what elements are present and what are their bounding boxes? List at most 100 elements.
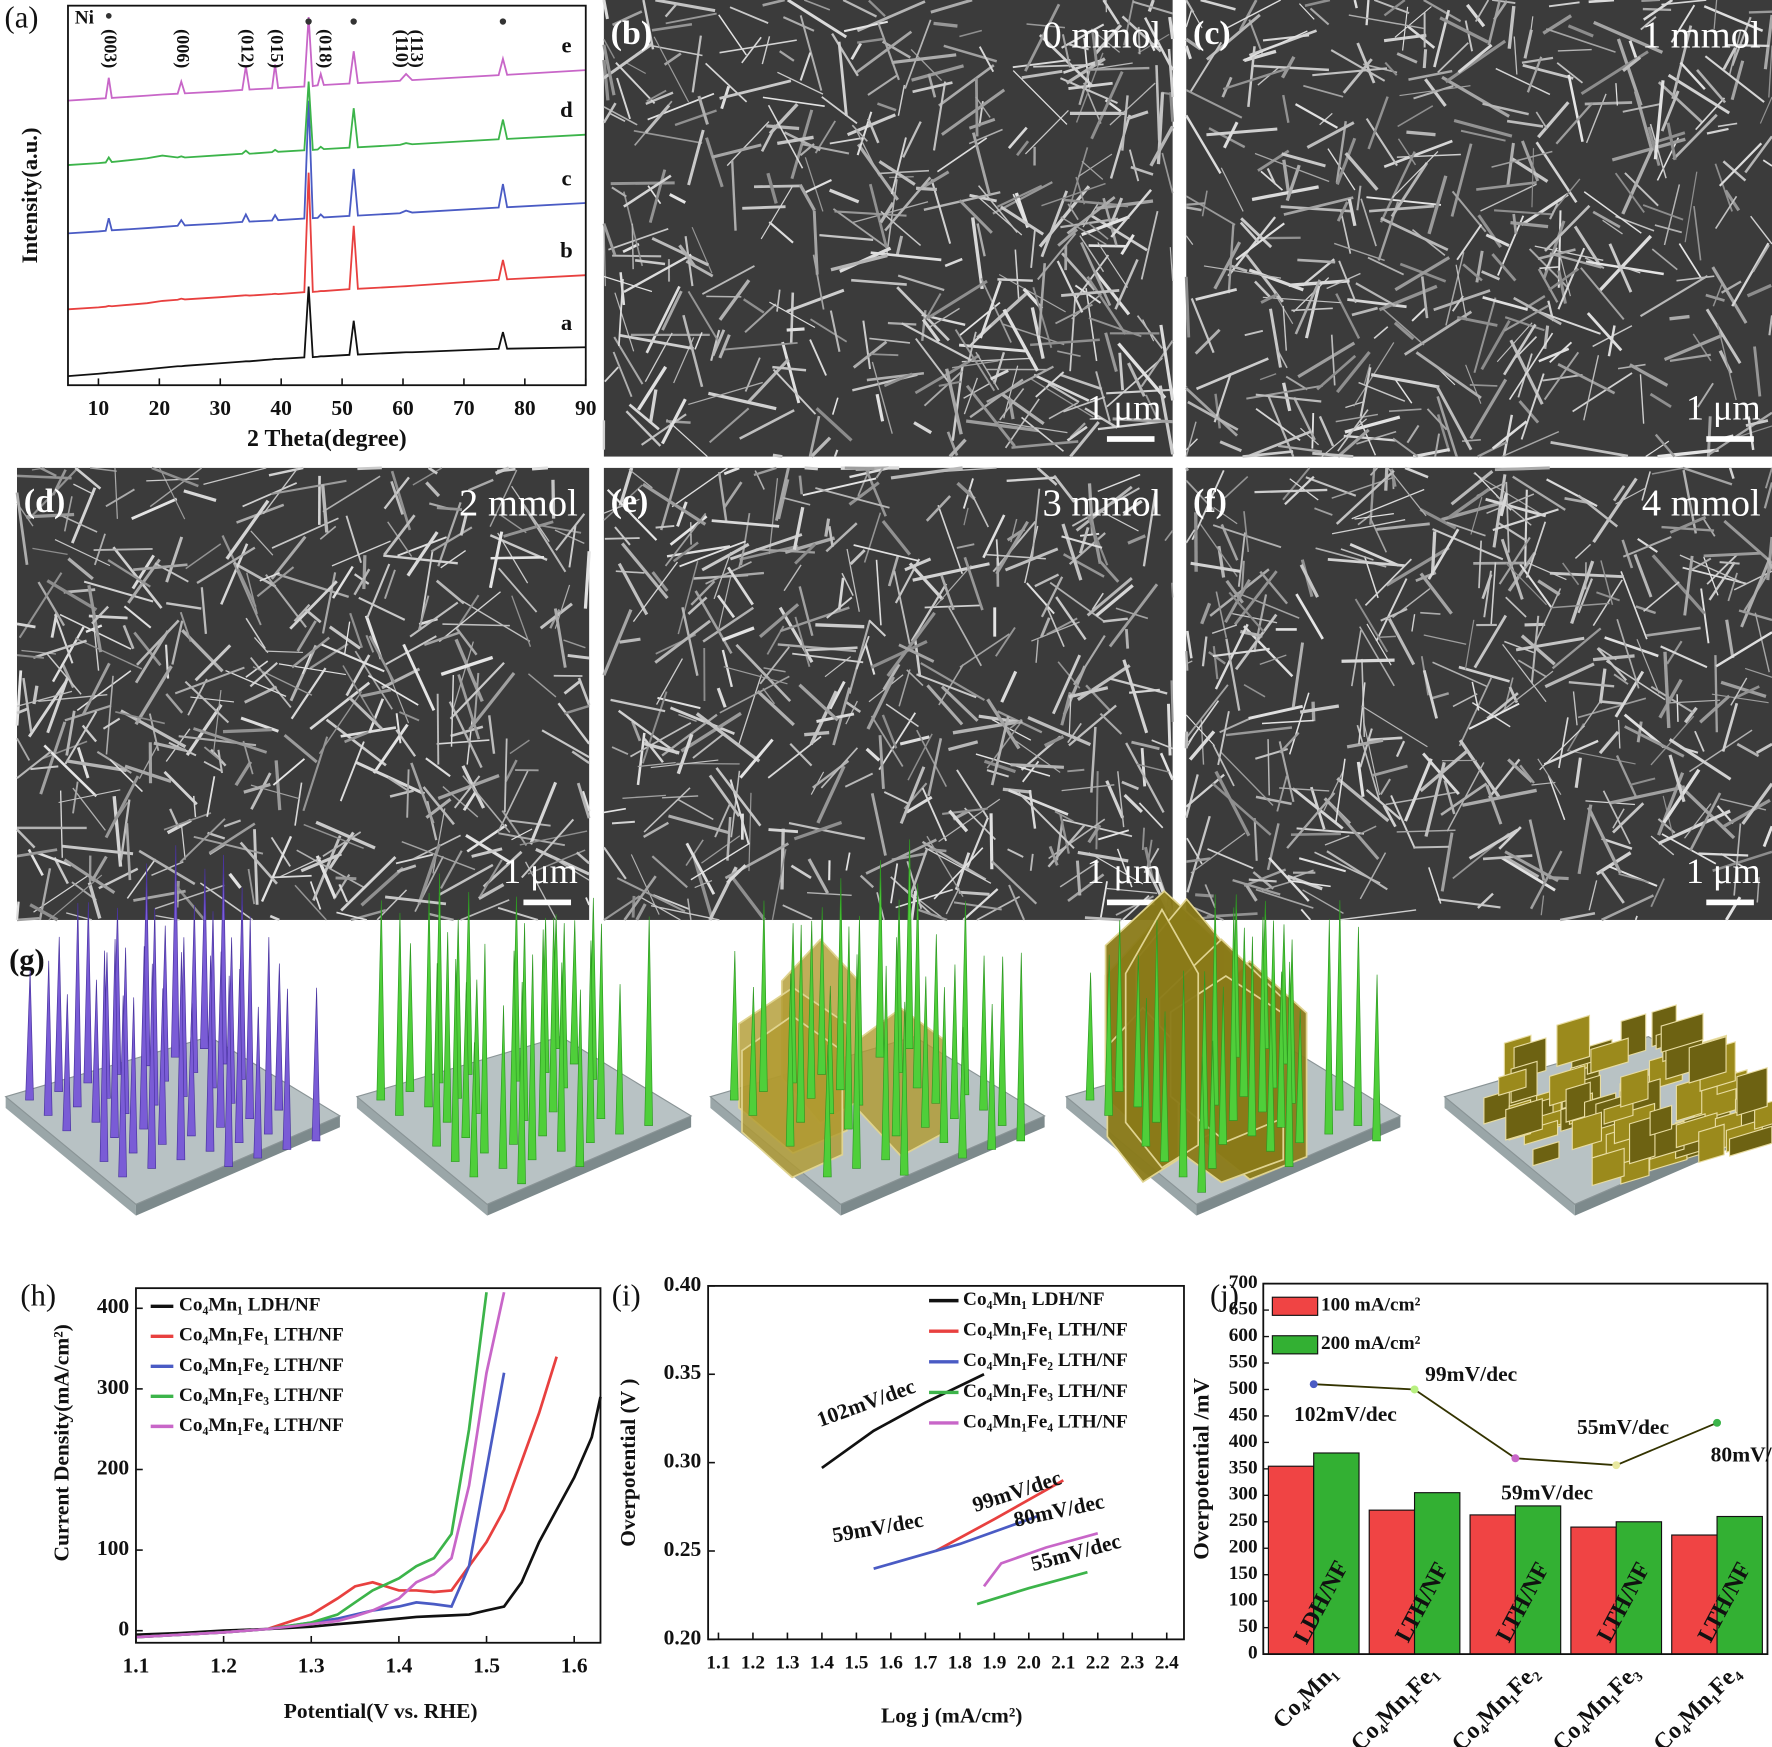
sem-texture	[1491, 253, 1517, 282]
y-tick-label: 50	[1238, 1616, 1257, 1637]
nanoneedle	[806, 920, 816, 1099]
sem-texture	[1598, 730, 1620, 755]
sem-texture	[1439, 16, 1489, 44]
sem-texture	[1151, 739, 1173, 750]
sem-texture	[1286, 792, 1336, 849]
plate	[1571, 1111, 1603, 1151]
sem-texture	[929, 307, 960, 328]
sem-texture	[488, 531, 504, 589]
sem-texture	[784, 536, 836, 555]
sem-texture	[801, 143, 850, 155]
sem-texture	[848, 621, 871, 694]
sem-texture	[869, 337, 911, 344]
sem-texture	[427, 466, 438, 475]
sem-texture	[643, 787, 691, 833]
sem-texture	[1368, 515, 1388, 553]
sem-texture	[798, 683, 839, 722]
nanoneedle	[405, 943, 415, 1092]
sem-texture	[1469, 378, 1508, 440]
sem-texture	[1550, 602, 1610, 609]
sem-texture	[1453, 119, 1513, 138]
sem-texture	[1557, 48, 1592, 52]
sem-texture	[66, 912, 93, 921]
platform-side	[356, 1096, 488, 1216]
sem-texture	[1720, 680, 1767, 699]
nanoneedle	[748, 987, 758, 1116]
sem-texture	[1117, 342, 1167, 400]
nanoneedle	[25, 970, 34, 1101]
sem-texture	[1388, 408, 1422, 413]
sem-texture	[322, 475, 381, 513]
sem-texture	[1503, 677, 1514, 711]
sem-texture	[190, 696, 235, 703]
sem-texture	[247, 868, 256, 905]
sem-texture	[1078, 153, 1113, 177]
sem-texture	[1496, 495, 1532, 526]
sem-texture	[1078, 70, 1091, 106]
series-label: d	[560, 97, 573, 122]
sem-texture	[1125, 742, 1165, 813]
sem-texture	[412, 467, 443, 486]
sem-texture	[799, 52, 812, 81]
sem-texture	[852, 340, 888, 369]
sem-texture	[1030, 307, 1045, 359]
sem-texture	[555, 513, 586, 551]
sem-texture	[1557, 247, 1586, 310]
sem-texture	[1494, 209, 1554, 216]
sem-texture	[1037, 263, 1047, 336]
sem-texture	[1579, 701, 1601, 731]
sem-texture	[1712, 850, 1772, 873]
sem-texture	[1411, 306, 1428, 322]
sem-texture	[428, 912, 454, 922]
sem-texture	[1300, 427, 1319, 446]
panel-label: (a)	[5, 0, 39, 34]
panel-label: (h)	[20, 1278, 56, 1312]
sem-texture	[612, 351, 633, 398]
sem-texture	[1347, 298, 1407, 309]
sem-texture	[1121, 95, 1129, 151]
nanoneedle	[875, 860, 885, 1058]
sem-texture	[842, 0, 878, 18]
sem-texture	[432, 808, 446, 874]
sem-texture	[1132, 0, 1173, 15]
x-tick-label: Co₄Mn₁Fe₃	[1548, 1660, 1645, 1747]
sem-texture	[39, 466, 57, 477]
sem-texture	[1714, 195, 1738, 230]
sem-texture	[1406, 130, 1436, 137]
sem-texture	[1248, 430, 1312, 458]
sem-texture	[954, 328, 996, 392]
sem-texture	[677, 798, 714, 821]
platform-side	[487, 1115, 692, 1216]
sem-texture	[678, 244, 696, 268]
sem-texture	[636, 732, 646, 786]
sem-texture	[1499, 492, 1509, 517]
nanoneedle	[72, 902, 82, 1108]
sem-texture	[767, 104, 804, 169]
plate	[1649, 1104, 1673, 1137]
sem-texture	[1457, 43, 1493, 74]
sem-texture	[1763, 482, 1772, 509]
sem-texture	[1596, 647, 1628, 682]
sem-texture	[1225, 638, 1241, 711]
sem-texture	[503, 738, 508, 813]
sem-texture	[768, 478, 779, 555]
ni-peak-marker	[350, 18, 357, 25]
slope-point	[1511, 1454, 1520, 1463]
sem-texture	[758, 603, 800, 639]
sem-texture	[1312, 451, 1354, 459]
sem-texture	[978, 46, 995, 73]
sem-texture	[1287, 879, 1331, 888]
sem-texture	[1097, 419, 1167, 431]
sem-texture	[1629, 777, 1656, 786]
sem-texture	[1508, 332, 1554, 401]
sem-texture	[1365, 0, 1370, 26]
sem-texture	[1653, 80, 1665, 160]
sem-texture	[1613, 673, 1629, 685]
sem-texture	[789, 742, 813, 767]
sem-texture	[602, 44, 616, 96]
sem-texture	[1356, 42, 1376, 84]
sem-texture	[1169, 247, 1174, 282]
sem-texture	[1497, 521, 1527, 542]
sem-texture	[1094, 23, 1123, 55]
